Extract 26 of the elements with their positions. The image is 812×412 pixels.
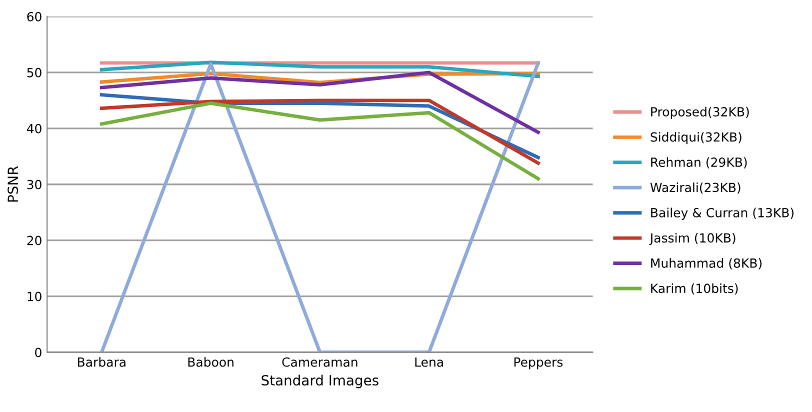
x-tick-label: Barbara xyxy=(78,357,126,367)
legend-label: Karim (10bits) xyxy=(651,283,738,295)
legend-label: Rehman (29KB) xyxy=(651,157,747,168)
line-series xyxy=(100,60,540,78)
y-tick-label: 40 xyxy=(26,124,42,134)
y-tick-label: 20 xyxy=(27,236,42,246)
x-tick-label: Baboon xyxy=(188,357,234,367)
x-tick-label: Peppers xyxy=(514,358,563,370)
legend-label: Proposed(32KB) xyxy=(651,106,749,119)
y-tick-label: 50 xyxy=(27,68,42,78)
legend-label: Wazirali(23KB) xyxy=(650,182,740,194)
line-series xyxy=(100,70,540,134)
x-tick-label: Lena xyxy=(415,358,443,367)
x-axis-title: Standard Images xyxy=(262,374,378,388)
x-tick-label: Cameraman xyxy=(282,357,358,367)
line-series xyxy=(100,98,540,165)
legend-label: Siddiqui(32KB) xyxy=(650,132,742,144)
line-series xyxy=(100,101,540,181)
y-tick-label: 10 xyxy=(28,292,42,302)
y-axis-title: PSNR xyxy=(8,166,18,202)
y-tick-label: 0 xyxy=(35,348,42,358)
legend-label: Jassim (10KB) xyxy=(649,232,736,245)
legend-label: Bailey & Curran (13KB) xyxy=(651,208,794,220)
y-tick-label: 60 xyxy=(27,12,42,22)
legend-label: Muhammad (8KB) xyxy=(651,258,762,270)
y-tick-label: 30 xyxy=(27,180,42,190)
